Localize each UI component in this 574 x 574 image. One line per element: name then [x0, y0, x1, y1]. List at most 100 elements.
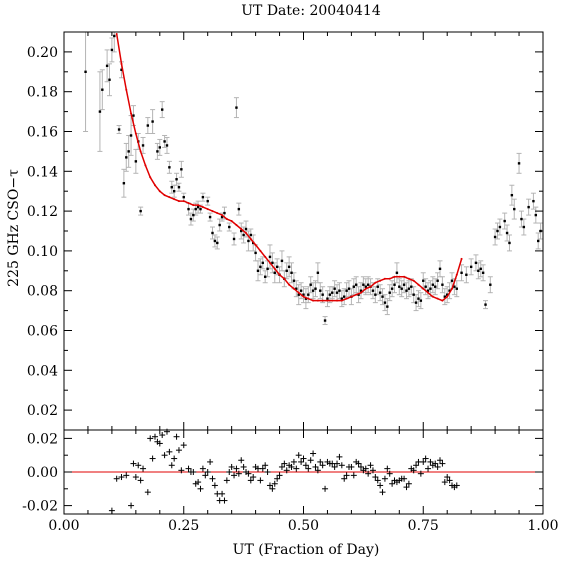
y-tick-label: 0.10 [27, 244, 58, 260]
data-point [232, 237, 236, 241]
data-point [481, 271, 485, 274]
data-point [242, 233, 245, 237]
residual-point [343, 472, 350, 479]
data-point [359, 289, 363, 292]
data-point [383, 301, 387, 304]
data-point [235, 106, 238, 109]
residual-point [168, 462, 175, 469]
residual-point [439, 460, 446, 467]
data-point [453, 285, 456, 288]
residual-point [271, 480, 278, 487]
data-point [180, 168, 183, 171]
data-point [237, 207, 241, 211]
data-point [362, 283, 365, 286]
data-point [352, 285, 355, 288]
data-point [505, 231, 509, 235]
residual-point [137, 477, 144, 484]
data-point [429, 287, 432, 290]
data-point [328, 293, 332, 296]
residual-point [195, 479, 202, 486]
residual-point [180, 442, 187, 449]
main-errorbars [83, 31, 544, 326]
data-point [426, 289, 430, 292]
residual-point [113, 475, 120, 482]
residual-point [427, 458, 434, 465]
data-point [165, 144, 169, 147]
data-point [366, 283, 370, 286]
data-point [223, 211, 226, 215]
residual-point [381, 475, 388, 482]
data-point [414, 301, 418, 304]
residual-point [312, 463, 319, 470]
data-point [117, 128, 121, 131]
data-point [163, 140, 166, 143]
data-point [469, 265, 473, 269]
residual-point [135, 462, 142, 469]
data-point [378, 291, 382, 294]
data-point [489, 283, 492, 286]
data-point [160, 108, 164, 111]
data-point [496, 229, 499, 233]
data-point [390, 287, 394, 290]
residual-point [350, 472, 357, 479]
residual-y-tick-label: 0.00 [27, 465, 58, 481]
y-tick-label: 0.16 [27, 125, 58, 141]
residual-point [123, 472, 130, 479]
data-point [304, 297, 308, 300]
data-point [537, 239, 540, 243]
y-tick-label: 0.02 [27, 403, 58, 419]
residual-point [307, 457, 314, 464]
data-point [285, 269, 288, 272]
data-point [326, 297, 329, 300]
residual-point [223, 477, 230, 484]
residual-point [128, 502, 135, 509]
residual-point [178, 467, 185, 474]
data-point [192, 213, 195, 217]
data-point [249, 233, 253, 237]
data-point [460, 271, 463, 274]
data-point [354, 283, 358, 286]
data-point [299, 289, 303, 292]
residual-point [132, 474, 139, 481]
data-point [347, 287, 351, 290]
residual-point [300, 455, 307, 462]
data-point [206, 199, 209, 203]
data-point [508, 241, 511, 245]
y-tick-label: 0.14 [27, 164, 58, 180]
residual-point [283, 467, 290, 474]
x-tick-label: 0.50 [288, 518, 319, 534]
data-point [410, 285, 413, 288]
data-point [438, 267, 442, 271]
data-point [177, 186, 181, 189]
residual-point [372, 474, 379, 481]
data-point [302, 293, 305, 296]
data-point [443, 295, 447, 298]
residual-point [417, 470, 424, 477]
data-point [280, 259, 284, 263]
data-point [122, 182, 126, 185]
residual-point [156, 440, 163, 447]
data-point [110, 48, 114, 52]
residual-point [166, 448, 173, 455]
x-tick-label: 0.25 [168, 518, 199, 534]
data-point [218, 223, 221, 227]
main-points [84, 32, 542, 322]
residual-point [152, 433, 159, 440]
data-point [395, 271, 399, 274]
residual-point [444, 474, 451, 481]
data-point [534, 213, 538, 217]
y-tick-label: 0.20 [27, 45, 58, 61]
residual-point [266, 482, 273, 489]
fit-curve [115, 33, 463, 302]
data-point [357, 293, 360, 296]
residual-point [331, 463, 338, 470]
residual-point [221, 497, 228, 504]
residual-points [108, 428, 460, 514]
data-point [321, 293, 324, 296]
data-point [517, 162, 521, 165]
data-point [311, 289, 315, 292]
residual-point [235, 470, 242, 477]
data-point [194, 207, 197, 211]
residual-point [175, 447, 182, 454]
residual-y-tick-label: 0.02 [27, 431, 58, 447]
